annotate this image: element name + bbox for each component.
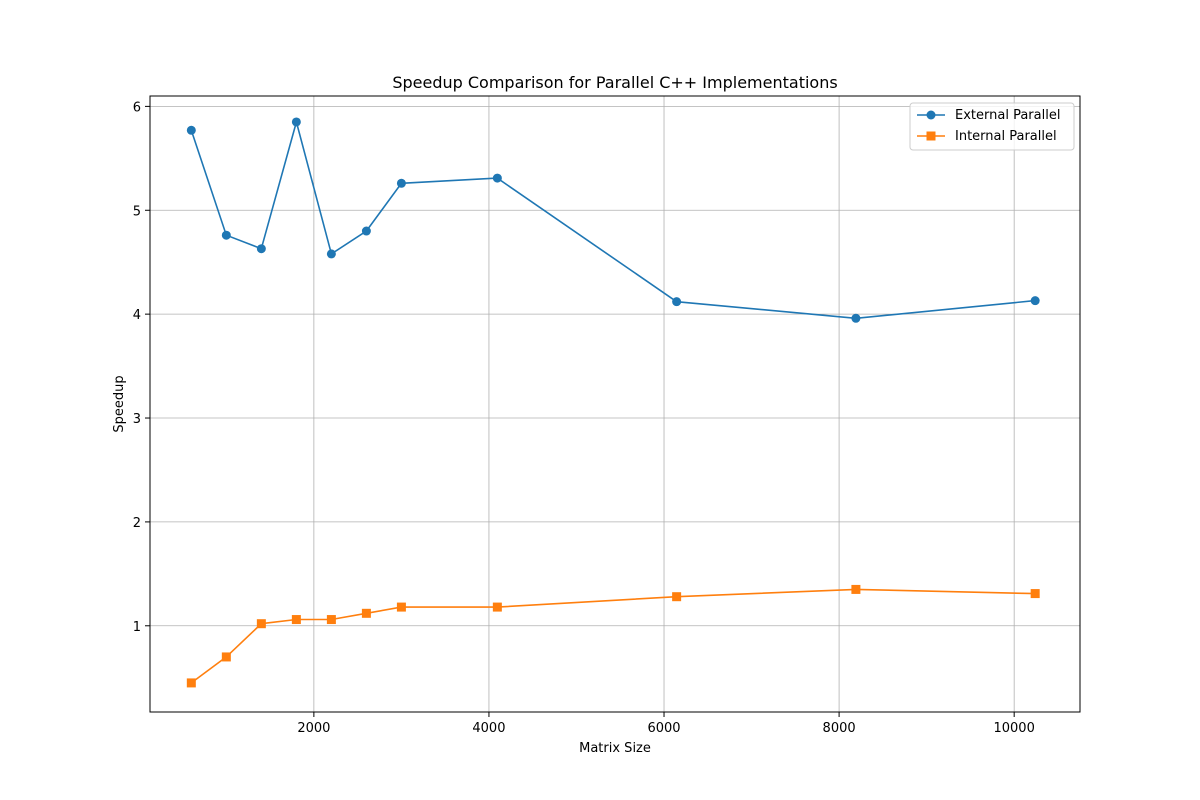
y-tick-label: 4 [133, 308, 141, 323]
data-point [396, 602, 406, 612]
x-axis-label: Matrix Size [579, 741, 651, 756]
plot-frame [149, 95, 1081, 713]
data-point [1030, 296, 1040, 306]
y-tick-label: 2 [133, 516, 141, 531]
plot-series [186, 117, 1040, 688]
data-point [361, 608, 371, 618]
x-tick-label: 8000 [823, 721, 856, 736]
legend-box [909, 102, 1075, 151]
data-point [672, 297, 682, 307]
data-point [851, 313, 861, 323]
legend: External Parallel Internal Parallel [909, 102, 1075, 151]
y-axis-label: Speedup [112, 375, 127, 432]
data-point [1030, 589, 1040, 599]
x-tick-label: 4000 [472, 721, 505, 736]
data-point [291, 615, 301, 625]
legend-label-internal: Internal Parallel [955, 129, 1057, 144]
x-tick-label: 10000 [993, 721, 1034, 736]
y-tick-label: 1 [133, 620, 141, 635]
legend-label-external: External Parallel [955, 108, 1060, 123]
data-point [326, 615, 336, 625]
data-point [672, 592, 682, 602]
y-tick-label: 6 [133, 100, 141, 115]
x-tick-label: 6000 [647, 721, 680, 736]
data-point [221, 652, 231, 662]
chart-title: Speedup Comparison for Parallel C++ Impl… [392, 73, 837, 92]
legend-marker-internal [926, 131, 936, 141]
data-point [326, 249, 336, 259]
axis-ticks: 2000 4000 6000 8000 10000 1 2 3 4 5 6 [133, 100, 1035, 736]
data-point [221, 230, 231, 240]
data-point [256, 619, 266, 629]
data-point [186, 678, 196, 688]
data-point [186, 125, 196, 135]
data-point [291, 117, 301, 127]
data-point [492, 602, 502, 612]
data-point [396, 178, 406, 188]
y-tick-label: 5 [133, 204, 141, 219]
y-tick-label: 3 [133, 412, 141, 427]
data-point [361, 226, 371, 236]
data-point [492, 173, 502, 183]
data-point [256, 244, 266, 254]
legend-marker-external [926, 110, 936, 120]
x-tick-label: 2000 [297, 721, 330, 736]
data-point [851, 584, 861, 594]
